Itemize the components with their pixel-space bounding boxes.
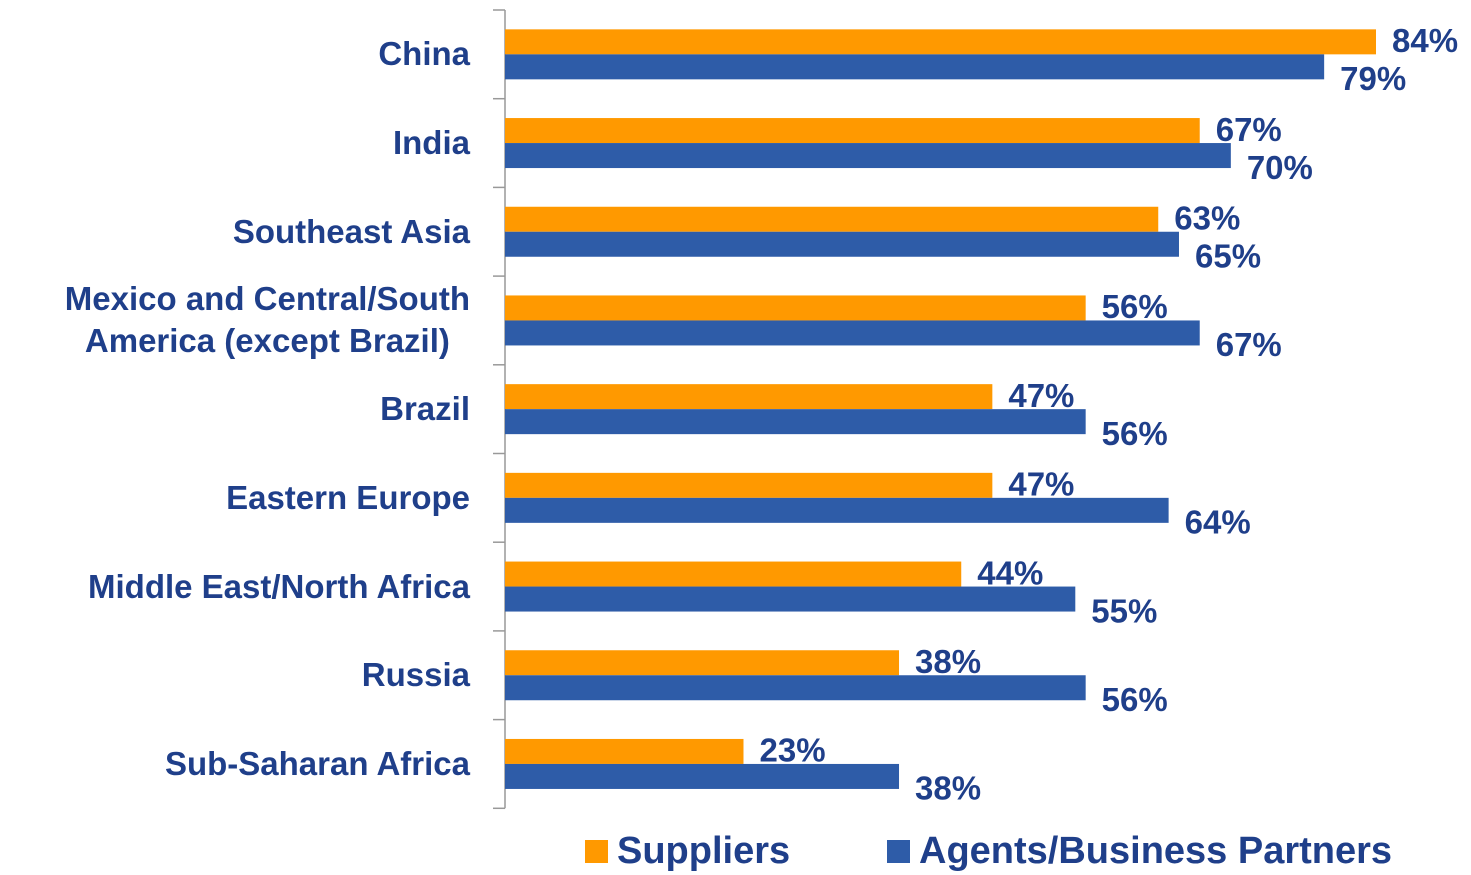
- category-label: Eastern Europe: [226, 477, 470, 519]
- bar: [505, 409, 1086, 435]
- bar: [505, 384, 993, 410]
- category-text: Southeast Asia: [232, 212, 470, 250]
- value-label: 56%: [1102, 681, 1168, 718]
- legend-swatch: [585, 840, 608, 863]
- category-text: India: [392, 124, 470, 162]
- bar: [505, 320, 1200, 346]
- bar: [505, 231, 1179, 257]
- value-label: 63%: [1174, 199, 1240, 236]
- value-label: 67%: [1216, 326, 1282, 363]
- value-label: 38%: [915, 643, 981, 680]
- category-label: Middle East/North Africa: [88, 566, 470, 608]
- category-label: Southeast Asia: [233, 211, 470, 253]
- category-text: Sub-Saharan Africa: [164, 744, 470, 782]
- value-label: 67%: [1216, 111, 1282, 148]
- bar: [505, 118, 1200, 144]
- bar: [505, 472, 993, 498]
- value-label: 47%: [1008, 377, 1074, 414]
- legend-label: Suppliers: [617, 830, 790, 872]
- bar: [505, 29, 1376, 55]
- value-label: 65%: [1195, 237, 1261, 274]
- bar: [505, 561, 962, 587]
- bar: [505, 586, 1076, 612]
- value-label: 56%: [1102, 288, 1168, 325]
- value-label: 23%: [759, 732, 825, 769]
- value-label: 70%: [1247, 149, 1313, 186]
- bar: [505, 497, 1169, 523]
- value-label: 55%: [1091, 592, 1157, 629]
- value-label: 56%: [1102, 415, 1168, 452]
- category-label: Sub-Saharan Africa: [165, 743, 470, 785]
- category-text: China: [378, 35, 470, 73]
- value-label: 38%: [915, 770, 981, 807]
- value-label: 79%: [1340, 60, 1406, 97]
- category-label: India: [393, 122, 470, 164]
- bar: [505, 206, 1159, 232]
- category-text: Brazil: [380, 390, 470, 428]
- category-text: Eastern Europe: [226, 478, 470, 516]
- bar: [505, 143, 1231, 169]
- bar: [505, 650, 900, 676]
- bar: [505, 675, 1086, 701]
- bar: [505, 738, 744, 764]
- category-label: China: [378, 33, 470, 75]
- value-label: 64%: [1185, 504, 1251, 541]
- category-label: Brazil: [380, 388, 470, 430]
- category-text: Russia: [361, 656, 470, 694]
- value-label: 44%: [977, 554, 1043, 591]
- bar: [505, 763, 900, 789]
- bar: [505, 295, 1086, 321]
- value-label: 47%: [1008, 466, 1074, 503]
- legend-label: Agents/Business Partners: [919, 830, 1392, 872]
- category-text: Mexico and Central/South America (except…: [64, 280, 470, 360]
- value-label: 84%: [1392, 22, 1458, 59]
- legend-swatch: [887, 840, 910, 863]
- category-label: Russia: [362, 654, 470, 696]
- category-text: Middle East/North Africa: [88, 567, 470, 605]
- bar: [505, 54, 1325, 80]
- category-label: Mexico and Central/South America (except…: [65, 278, 470, 362]
